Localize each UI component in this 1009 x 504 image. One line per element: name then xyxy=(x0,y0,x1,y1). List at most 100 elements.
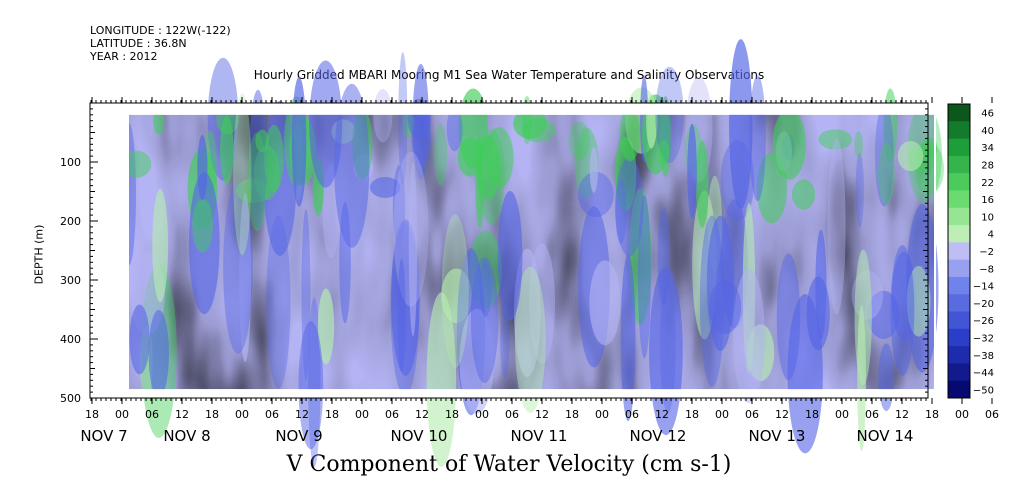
hour-tick-label: 00 xyxy=(235,408,249,421)
colorbar-bin xyxy=(948,207,970,226)
field-blob xyxy=(192,198,214,253)
field-blob xyxy=(615,179,627,244)
field-blob xyxy=(220,115,234,185)
hour-tick-label: 12 xyxy=(175,408,189,421)
field-blob xyxy=(729,39,753,209)
field-blob xyxy=(897,140,924,172)
plot-frame: 18 00 06 12 18 00 06 12 18 00 06 12 18 00 06 12 18 00 06 12… xyxy=(60,97,999,445)
hour-tick-label: 06 xyxy=(865,408,879,421)
hour-tick-label: 12 xyxy=(775,408,789,421)
colorbar-bin xyxy=(948,294,970,313)
hour-tick-label: 00 xyxy=(115,408,129,421)
colorbar-bin xyxy=(948,363,970,382)
field-blob xyxy=(827,138,846,315)
field-blob xyxy=(479,260,492,318)
field-blob xyxy=(122,150,152,178)
colorbar-bin xyxy=(948,311,970,330)
field-blob xyxy=(373,89,393,143)
field-mask-left xyxy=(90,103,129,398)
day-label: NOV 14 xyxy=(857,427,914,445)
colorbar-bin xyxy=(948,346,970,364)
field-blob xyxy=(706,215,735,352)
field-blob xyxy=(470,257,499,383)
hour-tick-label: 18 xyxy=(325,408,339,421)
colorbar-label: −38 xyxy=(973,351,994,362)
field-blob xyxy=(309,60,343,188)
colorbar-bin xyxy=(948,104,970,122)
latitude-label: LATITUDE : 36.8N xyxy=(90,37,187,50)
field-blob xyxy=(239,192,252,362)
hour-tick-label: 12 xyxy=(295,408,309,421)
colorbar-bin xyxy=(948,242,970,261)
colorbar-label: −8 xyxy=(979,264,994,275)
day-label: NOV 9 xyxy=(275,427,322,445)
hour-tick-label: 06 xyxy=(625,408,639,421)
hour-tick-label: 06 xyxy=(385,408,399,421)
day-label: NOV 8 xyxy=(163,427,210,445)
field-blob xyxy=(615,157,644,257)
colorbar-bin xyxy=(948,190,970,209)
field-blob xyxy=(441,214,469,368)
colorbar-bin xyxy=(948,155,970,174)
colorbar-label: −44 xyxy=(973,368,994,379)
data-field xyxy=(90,39,944,467)
hour-tick-label: 00 xyxy=(955,408,969,421)
field-blob xyxy=(249,89,267,228)
field-blob xyxy=(233,93,252,256)
colorbar-border xyxy=(947,103,971,399)
hour-tick-label: 00 xyxy=(355,408,369,421)
hour-tick-label: 00 xyxy=(715,408,729,421)
y-tick-label: 200 xyxy=(60,215,81,228)
field-blob xyxy=(890,245,915,376)
x-axis-label: V Component of Water Velocity (cm s-1) xyxy=(286,452,732,477)
colorbar-bin xyxy=(948,121,970,140)
y-tick-label: 100 xyxy=(60,156,81,169)
field-blob xyxy=(854,249,872,386)
day-label: NOV 13 xyxy=(749,427,806,445)
field-mask-bottom xyxy=(129,389,934,398)
colorbar-label: 40 xyxy=(981,126,994,137)
colorbar-label: −50 xyxy=(973,385,994,396)
colorbar-bin xyxy=(948,328,970,347)
colorbar-label: 46 xyxy=(981,109,994,120)
hour-tick-label: 06 xyxy=(265,408,279,421)
field-blob xyxy=(408,161,418,337)
field-blob xyxy=(152,188,169,303)
hour-tick-label: 18 xyxy=(805,408,819,421)
field-blob xyxy=(223,181,253,354)
hour-tick-label: 00 xyxy=(475,408,489,421)
field-blob xyxy=(855,152,864,228)
colorbar-bin xyxy=(948,138,970,157)
field-blob xyxy=(655,66,684,163)
hour-tick-label: 06 xyxy=(145,408,159,421)
hour-tick-label: 12 xyxy=(535,408,549,421)
field-blob xyxy=(687,123,697,219)
field-blob xyxy=(188,172,220,315)
hour-tick-label: 18 xyxy=(565,408,579,421)
field-blob xyxy=(815,229,827,340)
hour-tick-label: 18 xyxy=(85,408,99,421)
field-blob xyxy=(577,171,614,218)
field-blob xyxy=(620,254,636,422)
hour-tick-label: 18 xyxy=(445,408,459,421)
field-blob xyxy=(818,129,853,150)
field-mask-top xyxy=(129,103,934,115)
field-blob xyxy=(772,109,806,180)
field-blob xyxy=(877,142,895,205)
day-label: NOV 7 xyxy=(80,427,127,445)
field-blob xyxy=(589,260,621,346)
field-blob xyxy=(197,135,208,201)
field-blob xyxy=(426,292,457,467)
field-blob xyxy=(787,293,823,454)
field-blob xyxy=(247,132,267,232)
hour-tick-label: 06 xyxy=(745,408,759,421)
field-blob xyxy=(266,215,291,389)
day-label: NOV 12 xyxy=(630,427,687,445)
field-blob xyxy=(291,76,307,207)
field-blob xyxy=(497,190,523,321)
hour-tick-label: 06 xyxy=(505,408,519,421)
hour-tick-label: 00 xyxy=(595,408,609,421)
hour-tick-label: 12 xyxy=(655,408,669,421)
field-blob xyxy=(459,308,494,414)
